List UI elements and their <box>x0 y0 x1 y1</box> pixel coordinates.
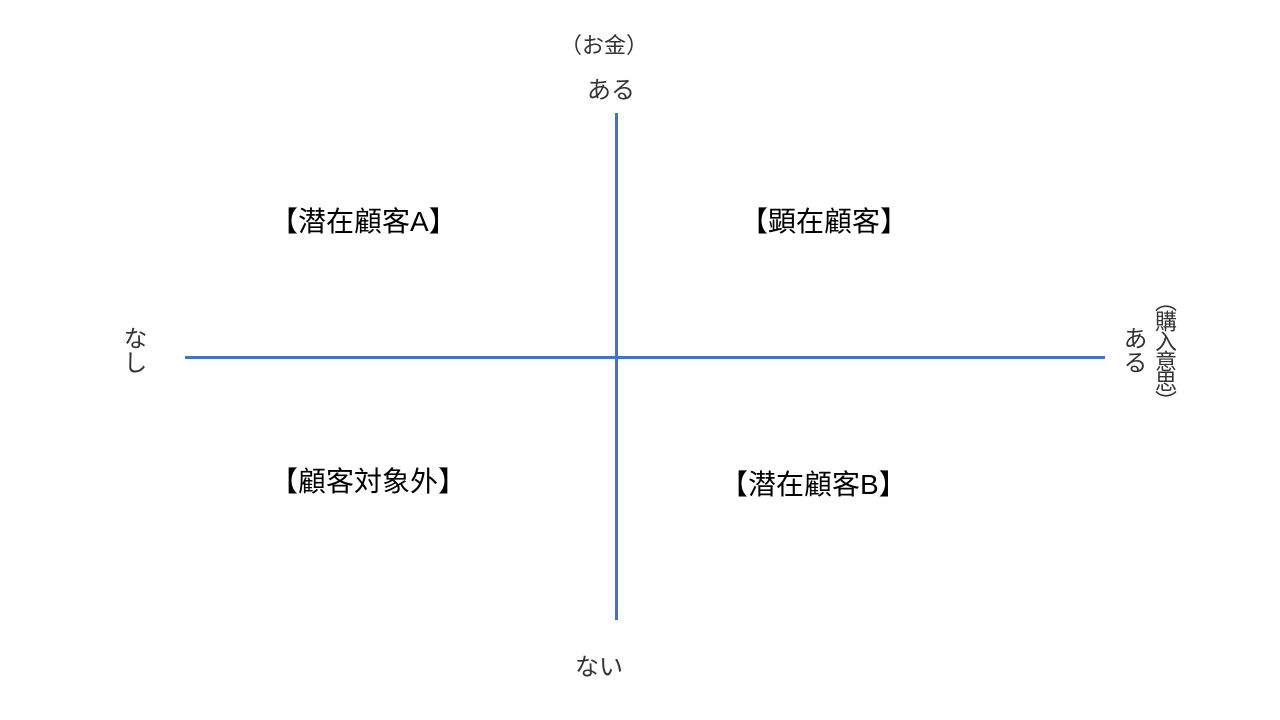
quadrant-bottom-left: 【顧客対象外】 <box>270 460 466 500</box>
horizontal-axis-left-label: なし <box>115 326 150 374</box>
horizontal-axis-line <box>185 356 1105 359</box>
quadrant-top-right: 【顕在顧客】 <box>740 200 908 240</box>
vertical-axis-line <box>615 113 618 620</box>
horizontal-axis-right-label: ある <box>1115 326 1150 374</box>
quadrant-bottom-right: 【潜在顧客B】 <box>720 463 907 503</box>
vertical-axis-title: （お金） <box>560 28 648 60</box>
vertical-axis-bottom-label: ない <box>575 647 623 682</box>
vertical-axis-top-label: ある <box>587 70 635 105</box>
quadrant-top-left: 【潜在顧客A】 <box>270 200 457 240</box>
quadrant-diagram: （お金） ある ない なし ある （購入意思） 【潜在顧客A】 【顕在顧客】 【… <box>0 0 1280 720</box>
horizontal-axis-title: （購入意思） <box>1148 290 1180 410</box>
